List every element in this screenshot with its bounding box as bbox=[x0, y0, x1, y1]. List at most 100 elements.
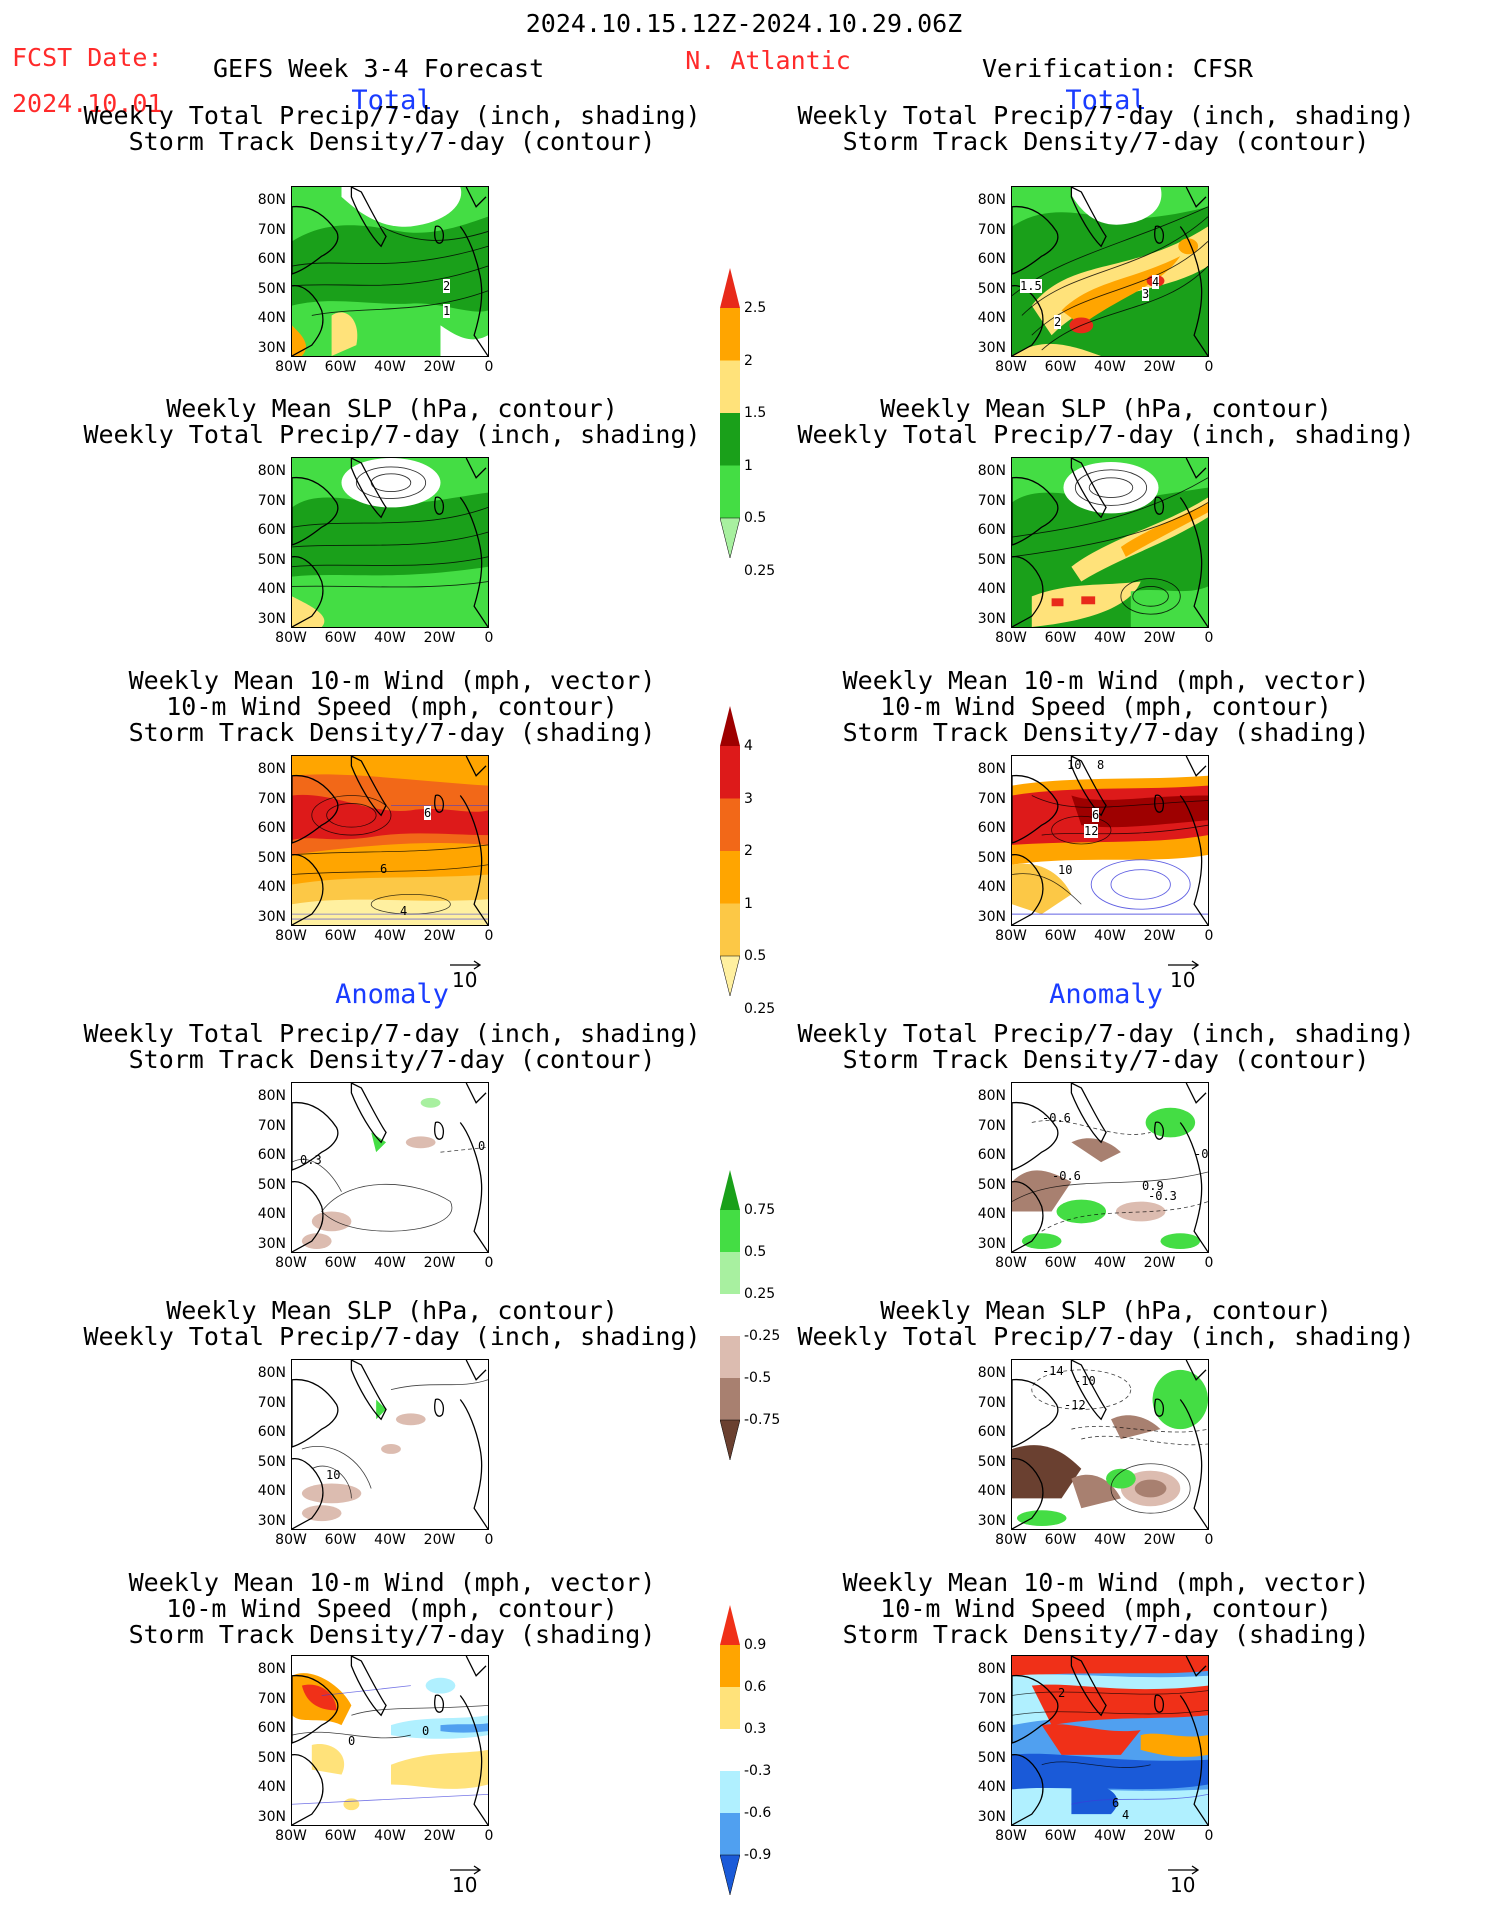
contour-label: 10 bbox=[1067, 758, 1082, 772]
title-line: Weekly Mean SLP (hPa, contour) bbox=[880, 394, 1332, 423]
valid-period-title: 2024.10.15.12Z-2024.10.29.06Z bbox=[525, 9, 963, 38]
lon-tick-label: 40W bbox=[1094, 630, 1126, 646]
colorbar-tick-label: 0.25 bbox=[744, 562, 776, 579]
lat-tick-label: 70N bbox=[257, 1690, 286, 1707]
lon-tick-label: 20W bbox=[1143, 359, 1176, 375]
lat-tick-label: 80N bbox=[977, 463, 1006, 479]
lon-tick-label: 0 bbox=[1204, 630, 1214, 646]
lon-tick-label: 40W bbox=[374, 630, 406, 646]
lat-tick-label: 30N bbox=[977, 610, 1006, 627]
lat-tick-label: 30N bbox=[257, 1235, 286, 1252]
lat-tick-label: 50N bbox=[257, 1176, 286, 1193]
title-line: Weekly Total Precip/7-day (inch, shading… bbox=[797, 420, 1415, 449]
contour-label: -14 bbox=[1042, 1364, 1064, 1378]
lon-tick-label: 40W bbox=[374, 928, 406, 944]
lon-tick-label: 20W bbox=[1143, 630, 1176, 646]
lon-tick-label: 20W bbox=[423, 1532, 456, 1548]
lat-tick-label: 70N bbox=[977, 221, 1006, 238]
lat-tick-label: 30N bbox=[977, 1235, 1006, 1252]
arrow-right-icon bbox=[1168, 960, 1200, 970]
contour-label: 8 bbox=[1097, 758, 1105, 772]
colorbar-tick-label: 4 bbox=[744, 738, 753, 754]
lon-tick-label: 0 bbox=[484, 1255, 494, 1271]
lat-tick-label: 60N bbox=[257, 1147, 286, 1163]
vector-ref-label: 10 bbox=[452, 1873, 478, 1897]
vector-ref-label: 10 bbox=[1170, 1873, 1196, 1897]
map-r5-anom-slp-precip: -14 -10 -12 bbox=[1011, 1359, 1209, 1530]
title-line: Storm Track Density/7-day (contour) bbox=[842, 127, 1370, 156]
title-line: Weekly Total Precip/7-day (inch, shading… bbox=[797, 101, 1415, 130]
colorbar-segment bbox=[720, 308, 740, 361]
lon-tick-label: 0 bbox=[1204, 359, 1214, 375]
colorbar-segment bbox=[720, 746, 740, 799]
lat-tick-label: 60N bbox=[977, 522, 1006, 538]
arrow-right-icon bbox=[1168, 1865, 1200, 1875]
lon-tick-label: 0 bbox=[484, 1828, 494, 1844]
colorbar-tick-label: 1 bbox=[744, 895, 753, 912]
contour-label: -10 bbox=[1074, 1374, 1096, 1388]
lon-tick-label: 0 bbox=[484, 630, 494, 646]
title-line: Weekly Mean 10-m Wind (mph, vector) bbox=[842, 666, 1370, 695]
contour-label: 1 bbox=[443, 304, 451, 318]
lon-tick-label: 20W bbox=[1143, 928, 1176, 944]
vector-ref-l3 bbox=[450, 955, 484, 974]
contour-label: -12 bbox=[1064, 1398, 1086, 1412]
lat-tick-label: 40N bbox=[257, 1206, 286, 1222]
lat-tick-label: 70N bbox=[257, 1117, 286, 1134]
lat-tick-label: 50N bbox=[257, 551, 286, 568]
contour-label: 6 bbox=[1112, 1796, 1120, 1810]
colorbar-tick-label: -0.9 bbox=[744, 1847, 772, 1863]
model-title: GEFS Week 3-4 Forecast bbox=[213, 54, 545, 83]
lon-tick-label: 40W bbox=[1094, 1532, 1126, 1548]
colorbar-segment bbox=[720, 1294, 740, 1336]
lon-tick-label: 60W bbox=[1044, 1532, 1077, 1548]
lon-tick-label: 80W bbox=[995, 928, 1027, 944]
lon-tick-label: 0 bbox=[484, 928, 494, 944]
lat-tick-label: 40N bbox=[257, 581, 286, 597]
lat-tick-label: 30N bbox=[977, 1512, 1006, 1529]
lat-tick-label: 50N bbox=[977, 1453, 1006, 1470]
map-l4-anom-precip-storm: 0.3 0 bbox=[291, 1082, 489, 1253]
lon-tick-label: 80W bbox=[275, 359, 307, 375]
colorbar-tick-label: -0.25 bbox=[744, 1328, 781, 1344]
lat-tick-label: 80N bbox=[257, 463, 286, 479]
lat-tick-label: 50N bbox=[257, 1453, 286, 1470]
contour-label: -0.6 bbox=[1052, 1169, 1081, 1183]
lat-tick-label: 40N bbox=[977, 1206, 1006, 1222]
lat-tick-label: 80N bbox=[977, 1661, 1006, 1677]
lat-tick-label: 80N bbox=[977, 761, 1006, 777]
colorbar-tick-label: 0.5 bbox=[744, 510, 767, 526]
title-line: Storm Track Density/7-day (contour) bbox=[842, 1045, 1370, 1074]
title-line: 10-m Wind Speed (mph, contour) bbox=[880, 1594, 1332, 1623]
map-r2-total-slp-precip bbox=[1011, 457, 1209, 628]
title-line: Weekly Total Precip/7-day (inch, shading… bbox=[797, 1019, 1415, 1048]
lat-tick-label: 50N bbox=[257, 280, 286, 297]
lon-tick-label: 20W bbox=[1143, 1532, 1176, 1548]
lat-tick-label: 70N bbox=[977, 1394, 1006, 1411]
colorbar-tick-label: 0.5 bbox=[744, 948, 767, 964]
map-r6-anom-wind-storm: 2 4 6 bbox=[1011, 1655, 1209, 1826]
lat-tick-label: 40N bbox=[257, 310, 286, 326]
colorbar-segment bbox=[719, 1419, 741, 1461]
lat-tick-label: 70N bbox=[977, 1690, 1006, 1707]
lat-tick-label: 60N bbox=[257, 1720, 286, 1736]
lon-tick-label: 80W bbox=[275, 928, 307, 944]
title-line: Weekly Mean SLP (hPa, contour) bbox=[880, 1296, 1332, 1325]
colorbar-total-precip bbox=[719, 268, 741, 559]
verification-title: Verification: CFSR bbox=[982, 54, 1253, 83]
lon-tick-label: 40W bbox=[374, 1255, 406, 1271]
title-line: Storm Track Density/7-day (contour) bbox=[128, 1045, 656, 1074]
lon-tick-label: 80W bbox=[275, 1255, 307, 1271]
lon-tick-label: 20W bbox=[1143, 1255, 1176, 1271]
lon-tick-label: 60W bbox=[1044, 1255, 1077, 1271]
panel-title-l6: Weekly Mean 10-m Wind (mph, vector) 10-m… bbox=[129, 1570, 656, 1648]
colorbar-segment bbox=[719, 955, 741, 997]
colorbar-total-storm bbox=[719, 706, 741, 997]
lat-tick-label: 40N bbox=[977, 879, 1006, 895]
region-title: N. Atlantic bbox=[685, 46, 851, 75]
colorbar-graphic bbox=[719, 268, 741, 559]
colorbar-segment bbox=[720, 1605, 740, 1645]
lat-tick-label: 60N bbox=[977, 251, 1006, 267]
lat-tick-label: 70N bbox=[257, 790, 286, 807]
lat-tick-label: 60N bbox=[977, 1147, 1006, 1163]
